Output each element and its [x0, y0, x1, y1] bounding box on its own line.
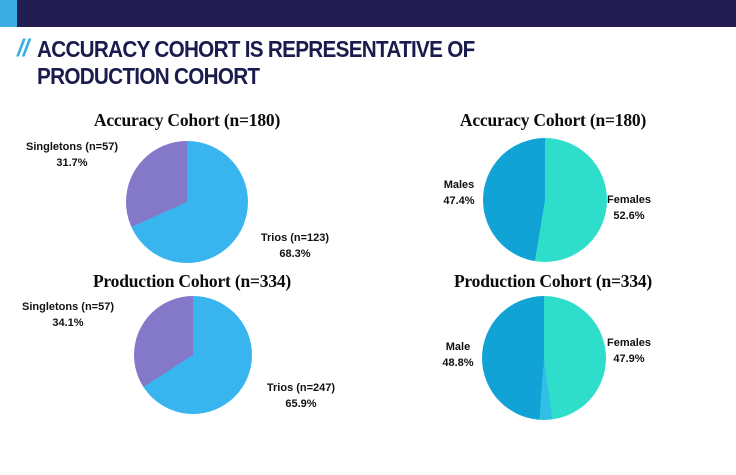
slice-label: Females — [606, 194, 652, 206]
pie-label-male-production: Male 48.8% — [408, 339, 508, 371]
chart-title-production-sex: Production Cohort (n=334) — [453, 271, 653, 291]
slice-percent: 47.4% — [443, 195, 475, 207]
slice-label: Females — [606, 337, 652, 349]
slice-percent: 68.3% — [279, 248, 311, 260]
pie-accuracy-cohort-type — [126, 141, 248, 263]
slice-percent: 34.1% — [52, 317, 84, 329]
slice-label: Trios (n=247) — [266, 382, 336, 394]
slice-label: Males — [443, 179, 475, 191]
chart-title-production-type: Production Cohort (n=334) — [92, 271, 292, 291]
chart-title-accuracy-sex: Accuracy Cohort (n=180) — [459, 110, 647, 130]
slice-label: Singletons (n=57) — [22, 301, 114, 313]
pie-label-singletons-production: Singletons (n=57) 34.1% — [10, 299, 126, 331]
slice-percent: 31.7% — [56, 157, 88, 169]
pie-label-females-production: Females 47.9% — [579, 335, 679, 367]
pie-label-trios-accuracy: Trios (n=123) 68.3% — [245, 230, 345, 262]
pie-label-males-accuracy: Males 47.4% — [409, 177, 509, 209]
slice-percent: 65.9% — [285, 398, 317, 410]
header-bar — [0, 0, 736, 27]
slice-label: Singletons (n=57) — [26, 141, 118, 153]
pie-production-cohort-sex — [482, 296, 606, 420]
slice-percent: 48.8% — [442, 357, 474, 369]
slice-percent: 52.6% — [613, 210, 645, 222]
slide-title-line1: ACCURACY COHORT IS REPRESENTATIVE OF — [37, 36, 475, 62]
pie-label-singletons-accuracy: Singletons (n=57) 31.7% — [14, 139, 130, 171]
slice-percent: 47.9% — [613, 353, 645, 365]
slide-title-text: ACCURACY COHORT IS REPRESENTATIVE OF PRO… — [37, 36, 475, 90]
pie-label-females-accuracy: Females 52.6% — [579, 192, 679, 224]
slash-marker-icon: // — [17, 35, 29, 62]
pie-label-trios-production: Trios (n=247) 65.9% — [251, 380, 351, 412]
header-accent-block — [0, 0, 17, 27]
pie-accuracy-cohort-sex — [483, 138, 607, 262]
slide-title: // ACCURACY COHORT IS REPRESENTATIVE OF … — [17, 36, 524, 90]
slice-label: Male — [445, 341, 471, 353]
pie-production-cohort-type — [134, 296, 252, 414]
slice-label: Trios (n=123) — [260, 232, 330, 244]
slide-title-line2: PRODUCTION COHORT — [37, 63, 260, 89]
chart-title-accuracy-type: Accuracy Cohort (n=180) — [93, 110, 281, 130]
